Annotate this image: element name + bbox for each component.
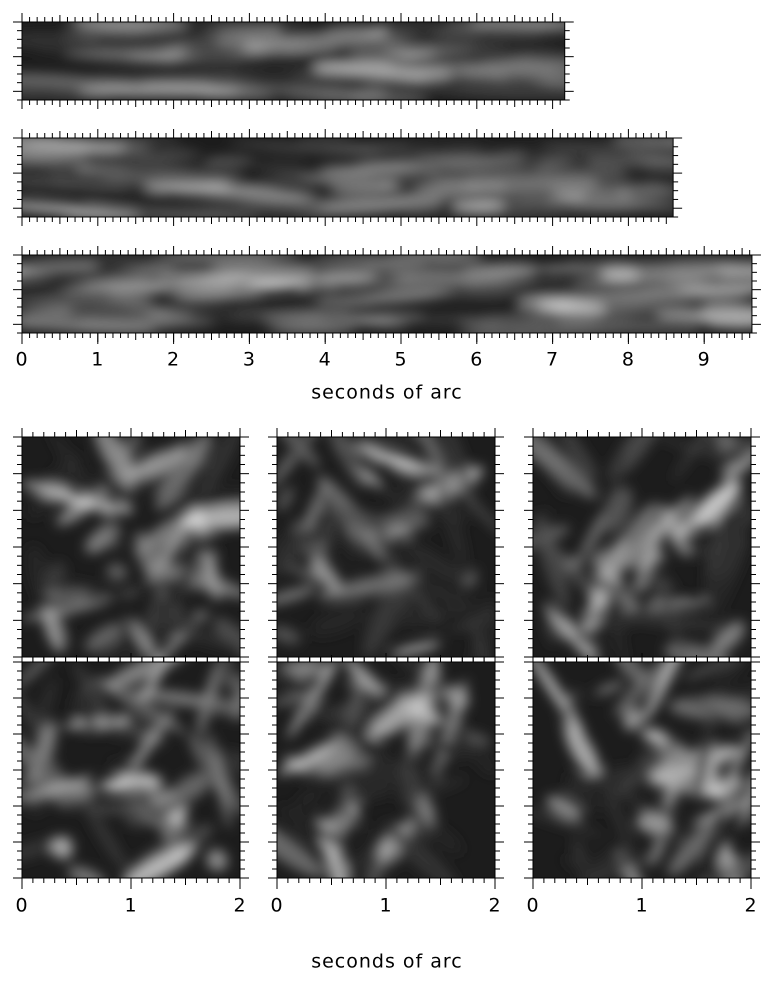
x-axis-label: seconds of arc <box>311 951 463 973</box>
streak <box>79 85 241 97</box>
x-tick-label: 6 <box>470 349 483 371</box>
image <box>0 246 765 344</box>
x-tick-label: 0 <box>15 895 28 917</box>
x-tick-label: 2 <box>744 895 757 917</box>
figure: seconds of arc seconds of arc 0 1 2 3 4 5 6 7 8 9… <box>0 0 765 984</box>
x-tick-label: 2 <box>488 895 501 917</box>
image <box>0 129 730 225</box>
x-tick-label: 1 <box>124 895 137 917</box>
x-tick-label: 2 <box>233 895 246 917</box>
x-tick-label: 1 <box>91 349 104 371</box>
streak <box>267 327 358 333</box>
streak <box>258 76 370 85</box>
x-tick-label: 0 <box>270 895 283 917</box>
x-tick-label: 9 <box>698 349 711 371</box>
streak <box>44 591 92 600</box>
image <box>257 392 511 702</box>
image <box>231 625 502 920</box>
image <box>503 630 765 912</box>
x-tick-label: 4 <box>319 349 332 371</box>
x-tick-label: 3 <box>243 349 256 371</box>
x-tick-label: 1 <box>635 895 648 917</box>
x-tick-label: 0 <box>526 895 539 917</box>
x-tick-label: 7 <box>546 349 559 371</box>
x-tick-label: 1 <box>379 895 392 917</box>
image <box>0 12 616 107</box>
x-tick-label: 0 <box>15 349 28 371</box>
x-tick-label: 8 <box>622 349 635 371</box>
x-axis-label: seconds of arc <box>311 382 463 404</box>
image <box>0 638 259 897</box>
x-tick-label: 5 <box>394 349 407 371</box>
page: seconds of arc seconds of arc 0 1 2 3 4 5 6 7 8 9… <box>0 0 765 984</box>
x-tick-label: 2 <box>167 349 180 371</box>
